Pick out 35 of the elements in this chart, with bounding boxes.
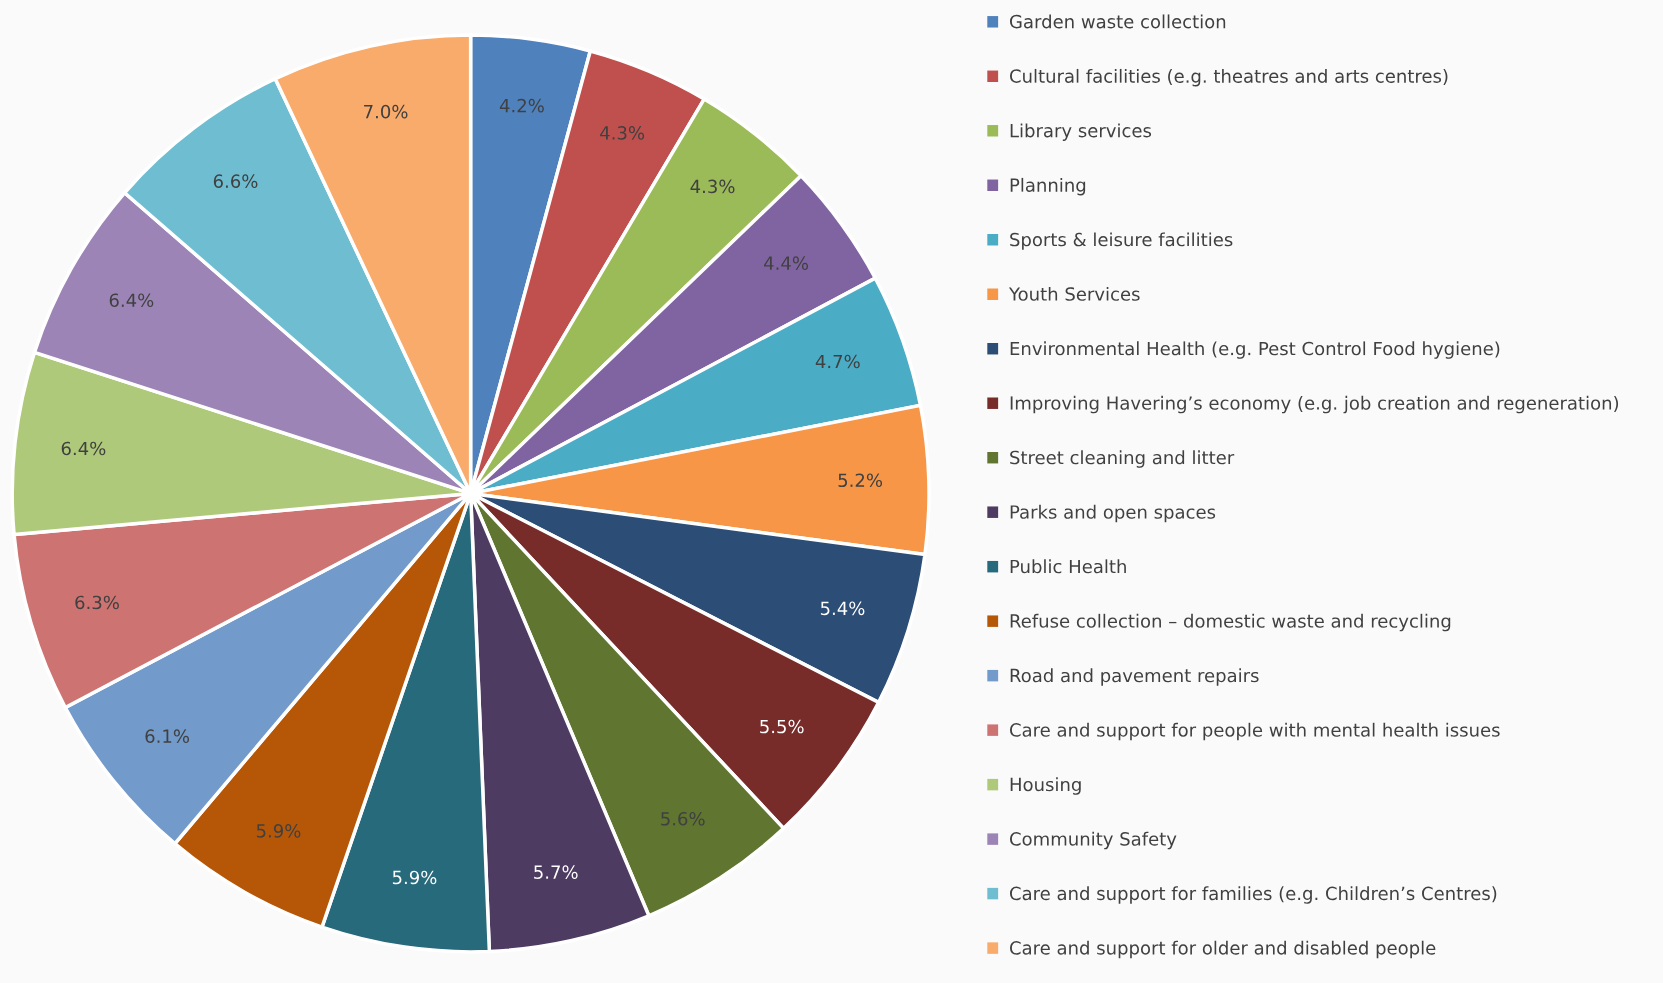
data-label: 7.0%	[364, 104, 408, 119]
data-label: 6.1%	[145, 729, 190, 744]
legend-label: Library services	[1010, 123, 1152, 141]
data-label: 5.9%	[256, 824, 301, 838]
legend-label: Care and support for people with mental health issues	[1009, 722, 1500, 741]
legend-label: Refuse collection – domestic waste and recycling	[1010, 613, 1451, 632]
data-label: 4.4%	[764, 256, 809, 270]
data-label: 6.6%	[213, 174, 258, 188]
legend-label: Care and support for older and disabled people	[1009, 940, 1436, 959]
legend-label: Environmental Health (e.g. Pest Control Food hygiene)	[1010, 341, 1500, 359]
legend-label: Improving Havering’s economy (e.g. job creation and regeneration)	[1010, 395, 1619, 414]
legend-label: Community Safety	[1009, 831, 1177, 850]
data-label: 5.2%	[838, 473, 883, 488]
legend-label: Housing	[1010, 777, 1081, 795]
legend-label: Road and pavement repairs	[1010, 668, 1259, 686]
data-label: 6.3%	[75, 595, 119, 610]
data-label: 4.7%	[815, 354, 860, 369]
data-label: 5.5%	[760, 719, 804, 734]
data-label: 5.4%	[820, 601, 865, 616]
data-label: 5.7%	[534, 865, 578, 879]
legend-label: Public Health	[1010, 559, 1126, 574]
legend-label: Cultural facilities (e.g. theatres and arts centres)	[1009, 68, 1448, 87]
legend-label: Care and support for families (e.g. Children’s Centres)	[1009, 886, 1497, 904]
data-label: 6.4%	[109, 293, 154, 308]
legend-label: Sports & leisure facilities	[1010, 232, 1233, 250]
data-label: 4.3%	[690, 179, 735, 194]
legend-label: Garden waste collection	[1009, 14, 1226, 29]
data-label: 5.9%	[392, 870, 437, 885]
data-label: 6.4%	[61, 441, 106, 456]
legend-label: Planning	[1010, 177, 1086, 196]
data-label: 4.3%	[600, 126, 645, 140]
legend-label: Youth Services	[1008, 286, 1140, 301]
legend-label: Street cleaning and litter	[1010, 450, 1235, 468]
data-label: 4.2%	[499, 98, 544, 113]
legend-label: Parks and open spaces	[1010, 504, 1216, 523]
